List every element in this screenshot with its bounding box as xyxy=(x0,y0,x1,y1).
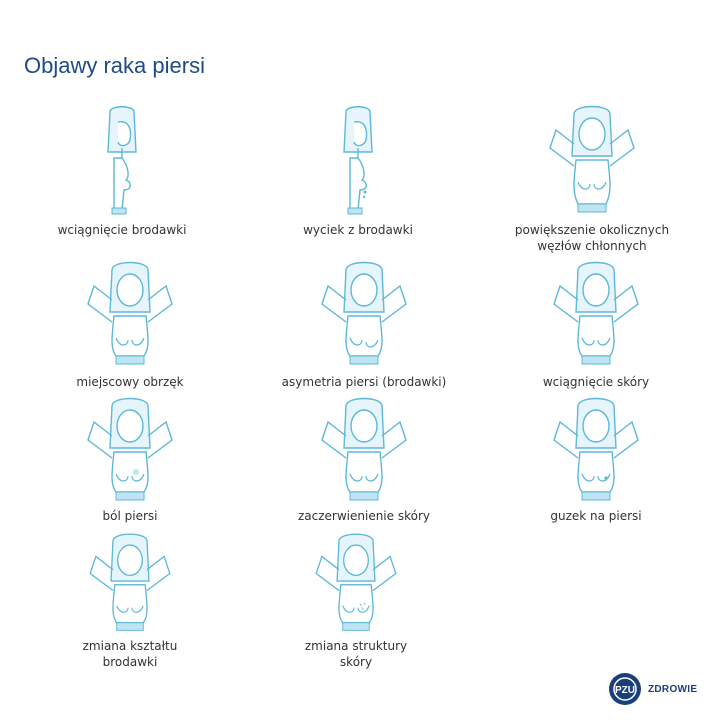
arms-raised-figure-illustration xyxy=(315,533,397,631)
arms-raised-figure-illustration xyxy=(553,261,639,365)
logo-mark-text: PZU xyxy=(615,685,635,696)
symptom-label: wyciek z brodawki xyxy=(303,223,413,237)
symptom-card: wciągnięcie brodawki xyxy=(22,100,222,238)
symptom-card: zmiana struktury skóry xyxy=(256,528,456,670)
arms-raised-figure-illustration xyxy=(553,397,639,501)
symptom-label: wciągnięcie brodawki xyxy=(57,223,187,237)
symptom-label: asymetria piersi (brodawki) xyxy=(281,375,447,389)
page-title: Objawy raka piersi xyxy=(24,53,205,78)
pzu-zdrowie-logo: PZU ZDROWIE xyxy=(608,672,697,706)
pzu-logo-icon: PZU xyxy=(609,673,641,705)
symptom-label: zmiana struktury skóry xyxy=(304,639,408,669)
symptom-card: wyciek z brodawki xyxy=(258,100,458,238)
symptom-label: wciągnięcie skóry xyxy=(542,375,650,389)
symptom-card: ból piersi xyxy=(30,392,230,524)
side-figure-illustration xyxy=(343,106,373,215)
symptom-label: guzek na piersi xyxy=(550,509,642,523)
symptom-card: asymetria piersi (brodawki) xyxy=(264,256,464,390)
symptom-label: zaczerwienienie skóry xyxy=(297,509,430,523)
symptom-card: guzek na piersi xyxy=(496,392,696,524)
symptom-card: wciągnięcie skóry xyxy=(496,256,696,390)
symptom-card: powiększenie okolicznych węzłów chłonnyc… xyxy=(492,100,692,254)
symptom-label: powiększenie okolicznych węzłów chłonnyc… xyxy=(514,223,670,253)
arms-raised-figure-illustration xyxy=(89,533,171,631)
symptom-card: miejscowy obrzęk xyxy=(30,256,230,390)
arms-raised-figure-illustration xyxy=(549,105,635,213)
arms-raised-figure-illustration xyxy=(87,261,173,365)
symptom-label: zmiana kształtu brodawki xyxy=(82,639,178,669)
symptom-card: zaczerwienienie skóry xyxy=(264,392,464,524)
arms-raised-figure-illustration xyxy=(321,261,407,365)
logo-text: ZDROWIE xyxy=(648,683,698,695)
symptom-label: miejscowy obrzęk xyxy=(76,375,184,389)
symptom-label: ból piersi xyxy=(102,509,158,523)
side-figure-illustration xyxy=(107,106,137,215)
arms-raised-figure-illustration xyxy=(321,397,407,501)
arms-raised-figure-illustration xyxy=(87,397,173,501)
symptom-card: zmiana kształtu brodawki xyxy=(30,528,230,670)
